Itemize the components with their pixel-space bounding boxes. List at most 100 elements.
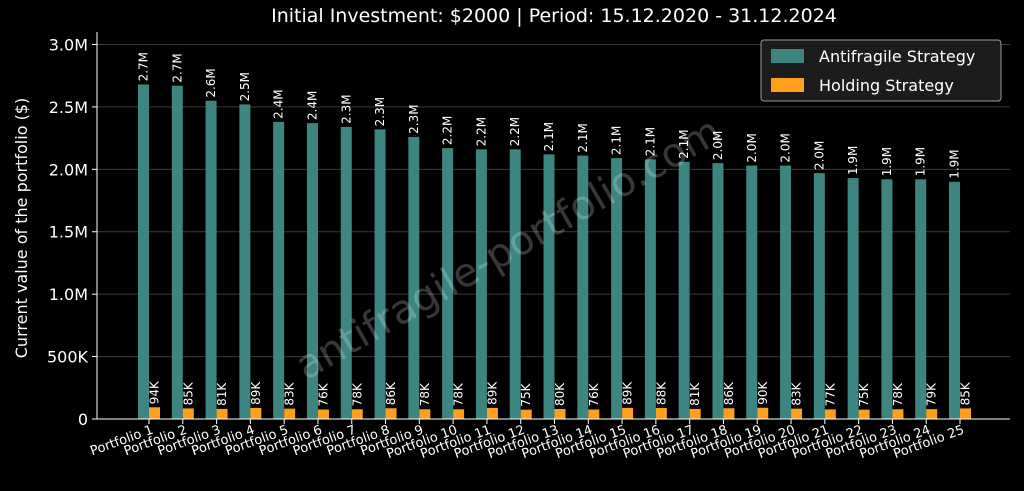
antifragile-value-label: 2.0M (745, 133, 759, 162)
antifragile-bar (881, 179, 893, 419)
holding-bar (486, 407, 498, 419)
holding-value-label: 86K (384, 381, 398, 405)
holding-value-label: 81K (688, 382, 702, 406)
antifragile-bar (847, 178, 859, 419)
bars: 2.7M 94K 2.7M 85K 2.6M 81K 2.5M 89K 2.4M 83K 2.4M 7… (137, 52, 973, 420)
antifragile-value-label: 2.1M (643, 127, 657, 156)
antifragile-bar (138, 84, 149, 420)
legend-label-holding: Holding Strategy (819, 76, 954, 95)
holding-bar (892, 409, 904, 419)
antifragile-value-label: 2.1M (542, 122, 556, 151)
holding-value-label: 76K (316, 382, 330, 406)
holding-bar (655, 408, 667, 419)
antifragile-bar (915, 179, 927, 419)
y-tick-label: 500K (47, 348, 89, 367)
antifragile-value-label: 2.0M (812, 141, 826, 170)
holding-value-label: 90K (756, 380, 770, 404)
holding-value-label: 78K (350, 382, 364, 406)
holding-bar (723, 408, 735, 419)
y-tick-label: 1.5M (49, 223, 88, 242)
antifragile-value-label: 2.2M (441, 116, 455, 145)
antifragile-value-label: 2.6M (204, 68, 218, 97)
antifragile-value-label: 2.2M (508, 117, 522, 146)
antifragile-bar (543, 154, 555, 420)
holding-bar (385, 408, 397, 419)
legend-swatch-antifragile (771, 49, 804, 63)
antifragile-value-label: 2.4M (272, 89, 286, 118)
antifragile-bar (949, 181, 960, 419)
holding-value-label: 77K (823, 382, 837, 406)
y-tick-label: 2.5M (49, 98, 88, 117)
antifragile-bar (340, 126, 352, 420)
antifragile-bar (577, 155, 589, 419)
holding-value-label: 89K (249, 381, 263, 405)
antifragile-value-label: 1.9M (846, 146, 860, 175)
antifragile-value-label: 2.5M (238, 72, 252, 101)
antifragile-value-label: 2.1M (610, 126, 624, 155)
holding-value-label: 75K (519, 382, 533, 406)
antifragile-value-label: 1.9M (948, 149, 962, 178)
holding-value-label: 83K (790, 381, 804, 405)
holding-bar (622, 407, 634, 419)
holding-bar (351, 409, 363, 419)
holding-bar (250, 407, 262, 419)
holding-bar (284, 408, 296, 419)
holding-bar (554, 409, 566, 419)
y-axis-label: Current value of the portfolio ($) (12, 98, 31, 358)
holding-bar (858, 409, 870, 419)
antifragile-bar (374, 129, 386, 419)
holding-value-label: 85K (181, 381, 195, 405)
legend-label-antifragile: Antifragile Strategy (819, 47, 975, 66)
antifragile-value-label: 2.0M (711, 131, 725, 160)
holding-bar (216, 408, 228, 419)
holding-bar (419, 409, 431, 419)
holding-bar (588, 409, 600, 419)
legend-box (760, 39, 1002, 102)
antifragile-value-label: 2.3M (407, 104, 421, 133)
holding-value-label: 86K (722, 381, 736, 405)
holding-value-label: 88K (654, 381, 668, 405)
antifragile-bar (408, 136, 420, 420)
holding-bar (757, 407, 769, 419)
holding-value-label: 89K (485, 381, 499, 405)
y-tick-label: 2.0M (49, 160, 88, 179)
holding-value-label: 76K (587, 382, 601, 406)
holding-bar (182, 408, 194, 419)
chart-title: Initial Investment: $2000 | Period: 15.1… (271, 5, 837, 27)
holding-value-label: 81K (215, 382, 229, 406)
antifragile-bar (611, 158, 623, 419)
antifragile-bar (171, 85, 183, 419)
holding-value-label: 79K (925, 382, 939, 406)
y-tick-label: 0 (78, 410, 88, 429)
antifragile-bar (712, 163, 724, 419)
antifragile-value-label: 2.3M (339, 94, 353, 123)
holding-value-label: 94K (148, 380, 162, 404)
holding-bar (791, 408, 803, 419)
antifragile-value-label: 2.1M (677, 129, 691, 158)
y-tick-label: 3.0M (49, 35, 88, 54)
antifragile-bar (746, 165, 758, 419)
holding-value-label: 75K (857, 382, 871, 406)
antifragile-value-label: 2.4M (305, 91, 319, 120)
antifragile-bar (813, 173, 825, 419)
antifragile-value-label: 1.9M (880, 147, 894, 176)
antifragile-bar (442, 148, 454, 419)
antifragile-value-label: 2.0M (779, 133, 793, 162)
antifragile-bar (239, 104, 251, 420)
holding-bar (520, 409, 532, 419)
antifragile-bar (780, 165, 792, 419)
watermark-text: antifragile-portfolio.com (288, 108, 729, 389)
holding-bar (926, 409, 938, 419)
holding-value-label: 80K (553, 382, 567, 406)
holding-value-label: 83K (283, 381, 297, 405)
antifragile-bar (306, 123, 318, 419)
holding-value-label: 78K (418, 382, 432, 406)
antifragile-value-label: 2.1M (576, 123, 590, 152)
antifragile-value-label: 2.2M (474, 117, 488, 146)
antifragile-value-label: 2.7M (170, 53, 184, 82)
holding-bar (149, 407, 160, 419)
antifragile-bar (509, 149, 521, 419)
y-tick-label: 1.0M (49, 285, 88, 304)
antifragile-bar (475, 149, 487, 419)
holding-value-label: 89K (621, 381, 635, 405)
